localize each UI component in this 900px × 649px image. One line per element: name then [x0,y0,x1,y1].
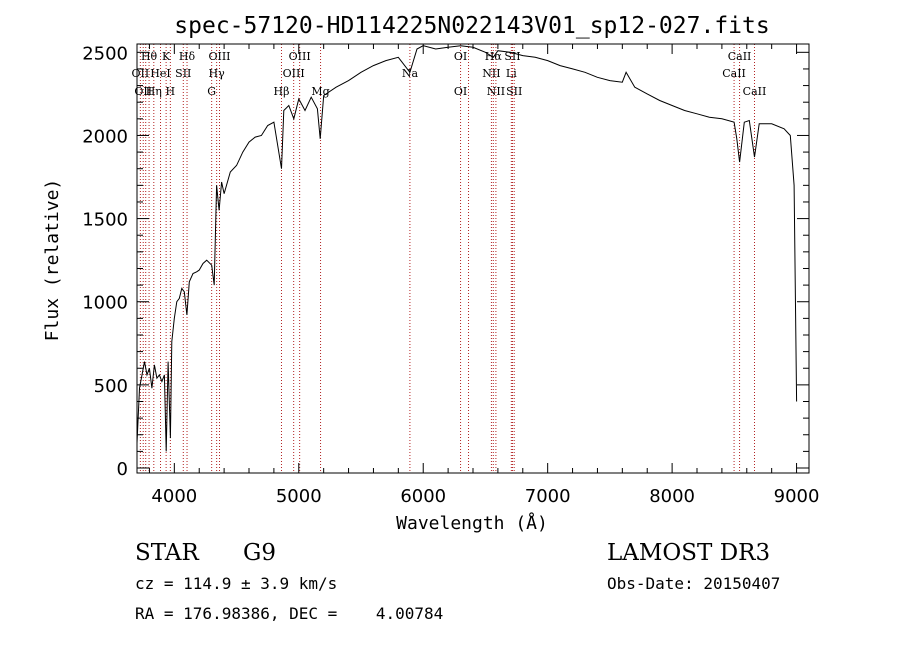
line-label-9-0: Hδ [179,50,196,63]
line-label-16-2: Mg [311,85,329,98]
y-tick-label-5: 2500 [82,43,128,64]
survey-name: LAMOST DR3 [607,540,770,566]
y-tick-label-1: 500 [94,376,128,397]
x-tick-label-4: 8000 [649,486,695,507]
line-label-24-0: SII [504,50,520,63]
line-label-28-2: CaII [743,85,767,98]
redshift-velocity: cz = 114.9 ± 3.9 km/s [135,574,337,593]
spectral-line-labels: OII OII Hθ Hη HeI K H SII Hδ G Hγ OIII Hβ OIII OIII Mg N… [132,50,767,98]
x-axis-label: Wavelength (Å) [396,512,548,534]
object-type: STAR [135,540,199,566]
line-label-7-2: H [166,85,176,98]
line-label-1-2: OII [134,85,152,98]
line-label-18-0: OI [454,50,467,63]
x-axis-ticks: 4000 5000 6000 7000 8000 9000 [148,44,820,507]
line-label-10-2: G [207,85,216,98]
line-label-26-1: CaII [722,67,746,80]
x-tick-label-1: 5000 [276,486,322,507]
line-label-17-1: Na [402,67,419,80]
x-tick-label-3: 7000 [525,486,571,507]
sky-coordinates: RA = 176.98386, DEC = 4.00784 [135,604,443,623]
line-label-18-2: OI [454,85,467,98]
line-label-0-1: OII [132,67,150,80]
spectral-line-markers [139,44,755,473]
line-label-25-2: SII [506,85,522,98]
y-tick-label-4: 2000 [82,126,128,147]
line-label-23-1: Li [506,67,517,80]
line-label-3-0: Hθ [141,50,158,63]
plot-frame [136,43,810,474]
line-label-14-1: OIII [283,67,305,80]
line-label-22-2: NII [487,85,505,98]
y-axis-ticks: 0 500 1000 1500 2000 2500 [82,43,809,480]
y-tick-label-0: 0 [117,459,128,480]
line-label-15-0: OIII [289,50,311,63]
line-label-13-2: Hβ [274,85,290,98]
chart-title: spec-57120-HD114225N022143V01_sp12-027.f… [174,13,769,39]
y-tick-label-3: 1500 [82,210,128,231]
line-label-12-0: OIII [208,50,230,63]
line-label-27-0: CaII [728,50,752,63]
x-tick-label-0: 4000 [151,486,197,507]
object-subclass: G9 [243,540,276,566]
line-label-4-2: Hη [146,85,162,98]
observation-date: Obs-Date: 20150407 [607,574,780,593]
spectrum-line [136,45,798,452]
line-label-20-1: NII [482,67,500,80]
line-label-8-1: SII [175,67,191,80]
y-axis-label: Flux (relative) [42,179,63,342]
y-tick-label-2: 1000 [82,293,128,314]
x-tick-label-2: 6000 [400,486,446,507]
line-label-6-0: K [162,50,171,63]
x-tick-label-5: 9000 [774,486,820,507]
line-label-11-1: Hγ [209,67,226,80]
line-label-5-1: HeI [150,67,170,80]
